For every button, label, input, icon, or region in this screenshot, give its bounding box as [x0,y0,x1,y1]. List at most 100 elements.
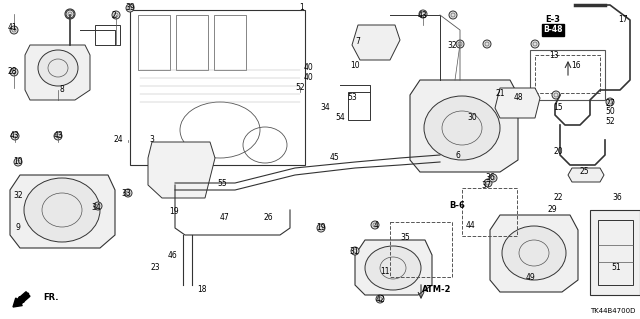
Text: 46: 46 [167,250,177,259]
Bar [214,15,246,70]
Bar [95,25,120,45]
Ellipse shape [112,11,120,19]
Text: 54: 54 [335,114,345,122]
Text: 52: 52 [605,117,615,127]
Ellipse shape [376,295,384,303]
Text: ATM-2: ATM-2 [422,286,452,294]
Text: 16: 16 [571,61,581,70]
Bar [130,10,305,165]
Text: 19: 19 [316,224,326,233]
Bar [176,15,208,70]
Text: 24: 24 [113,136,123,145]
Text: 2: 2 [111,11,116,19]
Text: 23: 23 [150,263,160,271]
Text: 20: 20 [553,147,563,157]
Text: 9: 9 [15,224,20,233]
Text: 53: 53 [347,93,357,102]
Text: 27: 27 [605,99,615,108]
Bar [138,15,170,70]
Ellipse shape [371,221,379,229]
Text: 17: 17 [618,16,628,25]
Text: 50: 50 [605,107,615,115]
Text: 28: 28 [7,68,17,77]
Text: TK44B4700D: TK44B4700D [589,308,635,314]
Text: 55: 55 [217,179,227,188]
Bar [535,55,600,93]
Text: 7: 7 [356,38,360,47]
Bar [598,220,633,285]
FancyArrow shape [13,292,30,307]
Polygon shape [10,175,115,248]
Text: 40: 40 [303,73,313,83]
Polygon shape [568,168,604,182]
Ellipse shape [351,247,359,255]
Text: 34: 34 [320,103,330,113]
Ellipse shape [126,4,134,12]
Text: 31: 31 [349,247,359,256]
Text: 43: 43 [53,131,63,140]
Text: 48: 48 [513,93,523,102]
Text: 37: 37 [481,181,491,189]
Ellipse shape [54,132,62,140]
Polygon shape [590,210,640,295]
Polygon shape [25,45,90,100]
Ellipse shape [606,98,614,106]
Text: 25: 25 [579,167,589,175]
Bar [530,50,605,100]
Ellipse shape [24,178,100,242]
Text: B-6: B-6 [449,202,465,211]
Text: 30: 30 [467,113,477,122]
Ellipse shape [10,68,18,76]
Text: 4: 4 [374,221,378,231]
Polygon shape [352,25,400,60]
Text: 33: 33 [121,189,131,197]
Ellipse shape [66,10,74,18]
Text: 11: 11 [380,266,390,276]
Text: 10: 10 [350,61,360,70]
Text: 3: 3 [150,136,154,145]
Ellipse shape [11,132,19,140]
Text: 1: 1 [300,4,305,12]
Text: 32: 32 [13,190,23,199]
Text: 29: 29 [547,205,557,214]
Text: E-3: E-3 [545,16,561,25]
Text: FR.: FR. [43,293,58,301]
Ellipse shape [94,202,102,210]
Text: 21: 21 [495,88,505,98]
Ellipse shape [317,224,325,232]
Text: 32: 32 [447,41,457,49]
Text: 43: 43 [10,131,20,140]
Ellipse shape [483,40,491,48]
Bar [348,92,370,120]
Ellipse shape [365,246,421,290]
Text: 13: 13 [549,50,559,60]
Ellipse shape [484,179,492,187]
Text: 42: 42 [375,294,385,303]
Text: 41: 41 [7,24,17,33]
Text: 8: 8 [60,85,65,94]
Text: 36: 36 [485,174,495,182]
Text: 47: 47 [220,213,230,222]
Text: 34: 34 [91,204,101,212]
Text: 18: 18 [197,285,207,293]
Text: B-48: B-48 [543,26,563,34]
Text: 44: 44 [465,221,475,231]
Text: 40: 40 [303,63,313,72]
Text: 43: 43 [417,11,427,19]
Text: 15: 15 [553,103,563,113]
Ellipse shape [502,226,566,280]
Text: 51: 51 [611,263,621,272]
Ellipse shape [124,189,132,197]
Ellipse shape [552,91,560,99]
Ellipse shape [489,174,497,182]
Text: 52: 52 [295,83,305,92]
Polygon shape [355,240,432,295]
Text: 49: 49 [525,273,535,283]
Text: 19: 19 [169,206,179,216]
Polygon shape [148,142,215,198]
Polygon shape [410,80,518,172]
Bar [390,222,452,277]
Polygon shape [490,215,578,292]
Text: 22: 22 [553,192,563,202]
Text: 35: 35 [400,234,410,242]
